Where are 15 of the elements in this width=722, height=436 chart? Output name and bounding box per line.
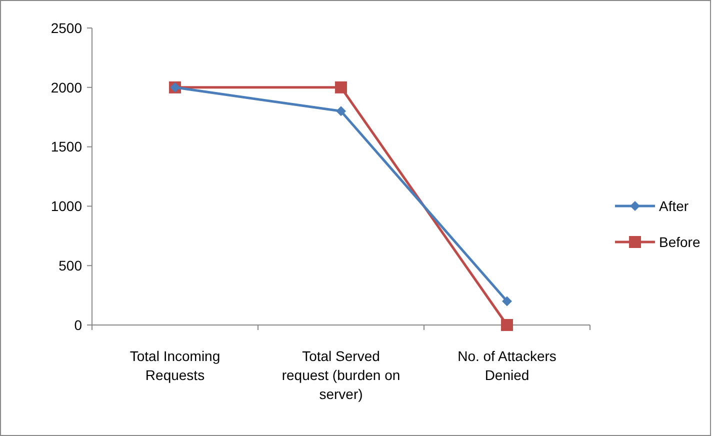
point (336, 106, 346, 116)
y-tick-label: 1000 (50, 198, 82, 214)
x-tick-label: No. of Attackers Denied (458, 348, 556, 383)
legend-label: Before (659, 234, 700, 250)
y-tick-label: 2000 (50, 79, 82, 96)
y-tick-label: 2500 (50, 20, 82, 36)
y-tick-label: 1500 (50, 138, 82, 155)
point (501, 319, 513, 331)
x-tick-label: Total Incoming Requests (130, 348, 220, 383)
y-tick-label: 0 (74, 316, 82, 333)
y-tick-label: 500 (58, 258, 82, 274)
legend-label: After (659, 198, 689, 214)
point (502, 296, 512, 306)
point (335, 81, 347, 94)
x-tick-label: Total Served request (burden on server) (282, 348, 400, 402)
